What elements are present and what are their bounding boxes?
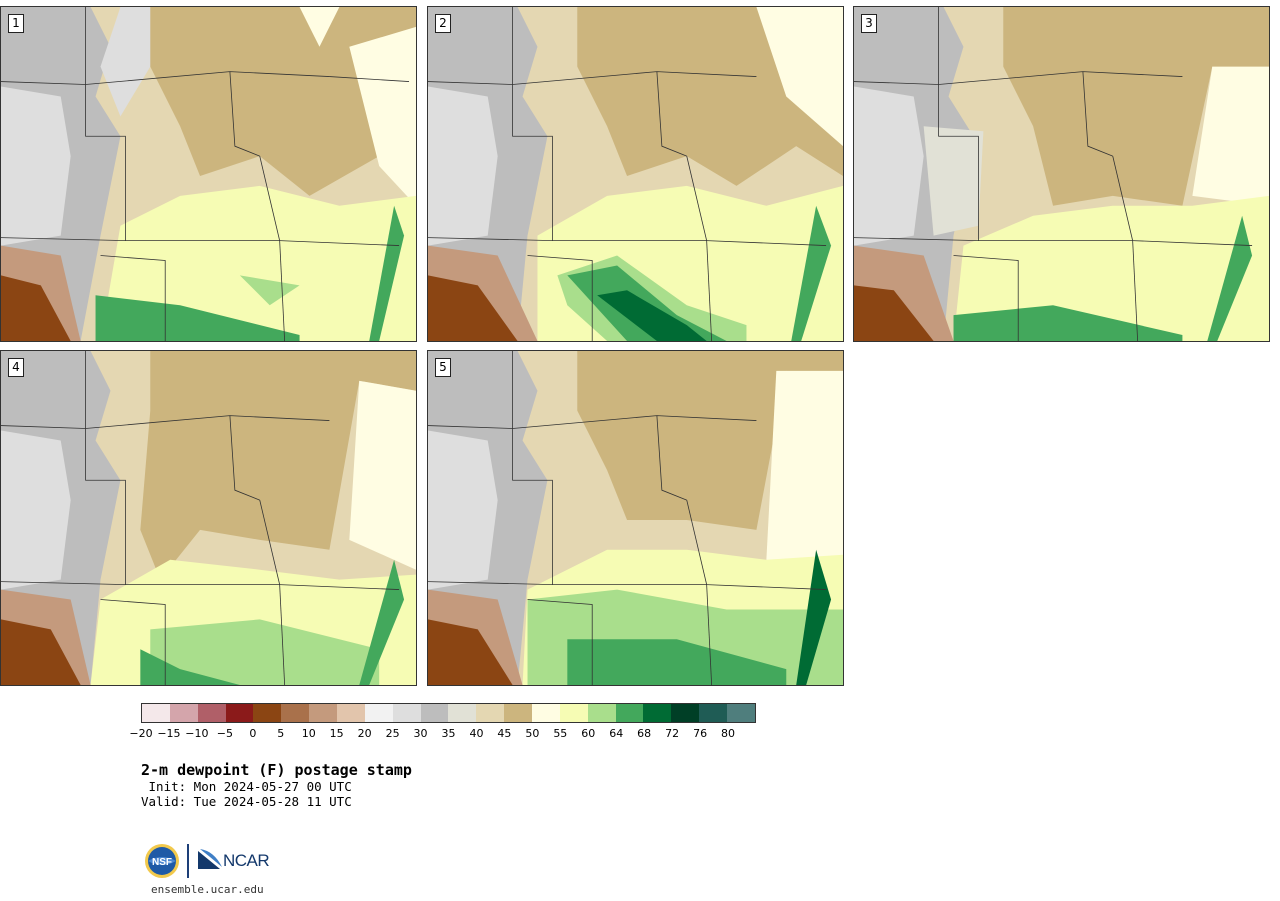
dewpoint-map [428, 7, 843, 341]
colorbar-tick-label: 72 [665, 727, 680, 740]
postage-stamp-panel-4: 4 [0, 350, 417, 686]
colorbar-swatch [392, 704, 421, 722]
postage-stamp-panel-1: 1 [0, 6, 417, 342]
postage-stamp-panel-5: 5 [427, 350, 844, 686]
colorbar-swatch [420, 704, 449, 722]
dewpoint-map [1, 7, 416, 341]
colorbar-swatch [727, 704, 755, 722]
colorbar-swatch [615, 704, 644, 722]
colorbar-swatch [225, 704, 254, 722]
colorbar-swatch [671, 704, 700, 722]
colorbar-swatch [448, 704, 477, 722]
logo-divider [187, 844, 189, 878]
colorbar-swatch [532, 704, 560, 722]
dewpoint-colorbar [141, 703, 756, 723]
colorbar-swatch [643, 704, 672, 722]
colorbar-swatch [142, 704, 170, 722]
colorbar-tick-label: 80 [721, 727, 736, 740]
init-time: Init: Mon 2024-05-27 00 UTC [141, 779, 352, 794]
dewpoint-map [854, 7, 1269, 341]
colorbar-swatch [699, 704, 728, 722]
colorbar-tick-label: −20 [129, 727, 153, 740]
colorbar-swatch [504, 704, 533, 722]
colorbar-tick-label: 60 [581, 727, 596, 740]
colorbar-tick-label: 35 [441, 727, 456, 740]
colorbar-swatch [559, 704, 588, 722]
dewpoint-map [1, 351, 416, 685]
valid-time: Valid: Tue 2024-05-28 11 UTC [141, 794, 352, 809]
colorbar-tick-label: 50 [525, 727, 540, 740]
postage-stamp-panel-2: 2 [427, 6, 844, 342]
colorbar-swatch [476, 704, 505, 722]
panel-number-label: 3 [861, 14, 877, 33]
sponsor-logos: NSF NCAR [144, 843, 284, 879]
colorbar-tick-label: 68 [637, 727, 652, 740]
colorbar-tick-label: 0 [249, 727, 257, 740]
colorbar-tick-label: 10 [301, 727, 316, 740]
colorbar-tick-label: −10 [185, 727, 209, 740]
nsf-logo-text: NSF [152, 857, 172, 868]
panel-number-label: 4 [8, 358, 24, 377]
colorbar-tick-label: 5 [277, 727, 285, 740]
colorbar-tick-label: 76 [693, 727, 708, 740]
colorbar-swatch [337, 704, 365, 722]
nsf-logo: NSF [145, 844, 179, 878]
colorbar-tick-labels: −20 −15 −10 −5 0 5 10 15 20 25 30 35 40 45 50 55 60 64 68 7… [129, 727, 756, 743]
colorbar-tick-label: 20 [357, 727, 372, 740]
colorbar-swatch [281, 704, 310, 722]
colorbar-tick-label: 15 [329, 727, 344, 740]
ncar-logo-text: NCAR [223, 851, 270, 870]
panel-number-label: 2 [435, 14, 451, 33]
colorbar-tick-label: −15 [157, 727, 181, 740]
colorbar-swatch [587, 704, 616, 722]
colorbar-tick-label: 55 [553, 727, 568, 740]
colorbar-swatch [364, 704, 393, 722]
colorbar-swatch [197, 704, 226, 722]
dewpoint-map [428, 351, 843, 685]
colorbar-tick-label: 25 [385, 727, 400, 740]
colorbar-tick-label: 30 [413, 727, 428, 740]
panel-number-label: 5 [435, 358, 451, 377]
panel-number-label: 1 [8, 14, 24, 33]
colorbar-tick-label: 64 [609, 727, 624, 740]
postage-stamp-panel-3: 3 [853, 6, 1270, 342]
colorbar-tick-label: −5 [216, 727, 233, 740]
ncar-logo-mark [198, 849, 222, 869]
colorbar-swatch [253, 704, 282, 722]
colorbar-tick-label: 40 [469, 727, 484, 740]
colorbar-swatch [169, 704, 198, 722]
ensemble-url: ensemble.ucar.edu [151, 883, 264, 896]
map-title: 2-m dewpoint (F) postage stamp [141, 761, 412, 779]
colorbar-tick-label: 45 [497, 727, 512, 740]
colorbar-swatch [309, 704, 338, 722]
